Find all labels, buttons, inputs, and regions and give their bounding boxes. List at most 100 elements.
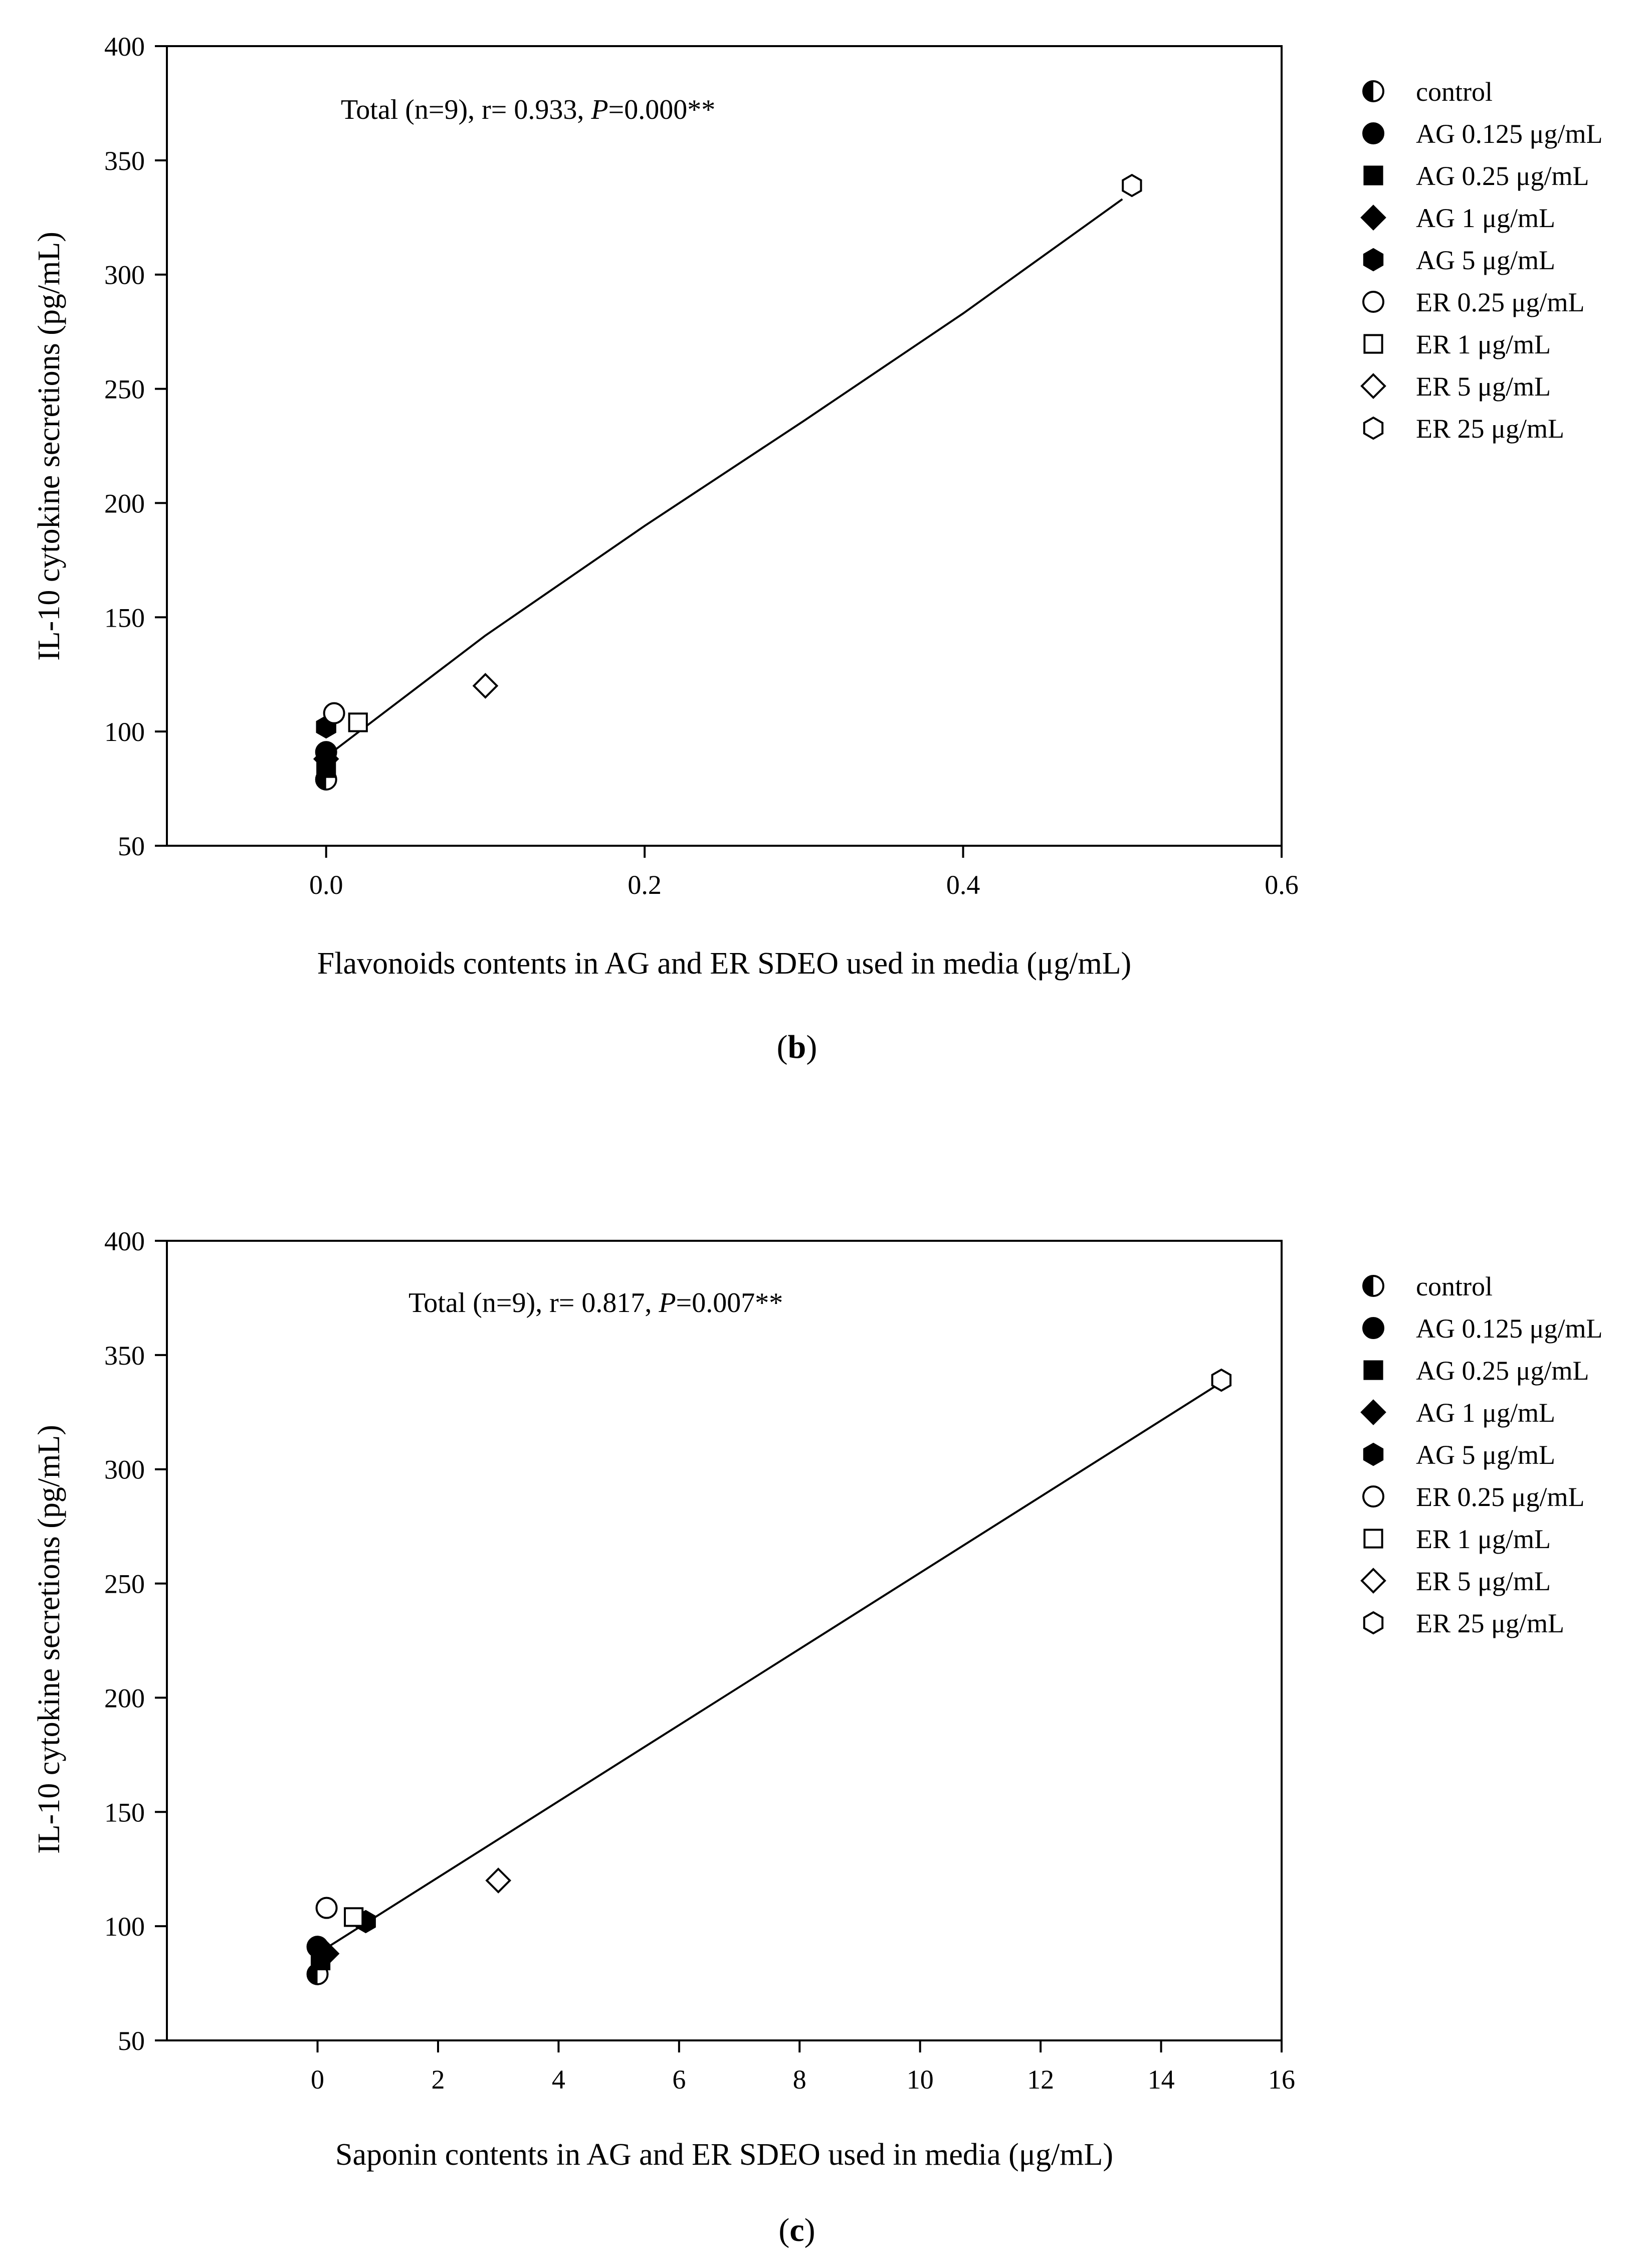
legend-marker <box>1363 1611 1384 1635</box>
x-tick-label: 0.6 <box>1265 870 1299 900</box>
legend-marker <box>1362 1275 1384 1297</box>
legend-item: ER 0.25 μg/mL <box>1362 287 1584 317</box>
y-axis-label: IL-10 cytokine secretions (pg/mL) <box>32 1425 66 1854</box>
x-axis: 0.0 0.2 0.4 0.6 <box>309 846 1299 900</box>
legend: control AG 0.125 μg/mL AG 0.25 μg/mL AG 1 μ… <box>1360 77 1602 444</box>
legend-marker <box>1362 1317 1384 1339</box>
y-tick-label: 150 <box>104 603 145 633</box>
chart-panel-b: 50 100 150 200 250 300 350 400 0.0 0.2 0.4 0.6 Tot… <box>32 32 1602 1065</box>
legend-marker <box>1362 80 1384 102</box>
legend-label: AG 1 μg/mL <box>1416 203 1555 233</box>
panel-label: (c) <box>778 2212 815 2248</box>
legend-item: AG 0.25 μg/mL <box>1363 161 1589 191</box>
legend-marker <box>1362 122 1384 144</box>
data-point <box>1122 173 1142 198</box>
legend-marker <box>1363 334 1383 354</box>
legend-marker <box>1363 1360 1383 1380</box>
legend-label: ER 25 μg/mL <box>1416 414 1564 444</box>
data-point <box>1211 1368 1231 1392</box>
legend: control AG 0.125 μg/mL AG 0.25 μg/mL AG 1 μ… <box>1360 1271 1602 1638</box>
legend-label: AG 1 μg/mL <box>1416 1398 1555 1428</box>
y-tick-label: 150 <box>104 1797 145 1827</box>
x-tick-label: 0.0 <box>309 870 343 900</box>
x-tick-label: 0 <box>311 2064 324 2095</box>
fit-curve <box>325 198 1123 758</box>
data-point <box>323 702 345 724</box>
y-tick-label: 300 <box>104 260 145 290</box>
legend-marker <box>1363 1529 1383 1549</box>
correlation-annotation: Total (n=9), r= 0.817, P=0.007** <box>408 1287 783 1319</box>
x-axis-label: Flavonoids contents in AG and ER SDEO us… <box>317 947 1131 981</box>
x-tick-label: 12 <box>1027 2064 1054 2095</box>
legend-label: AG 0.125 μg/mL <box>1416 1313 1602 1344</box>
legend-marker <box>1362 291 1384 313</box>
fit-line <box>317 1381 1222 1955</box>
legend-item: ER 5 μg/mL <box>1360 371 1551 402</box>
x-axis-label: Saponin contents in AG and ER SDEO used … <box>335 2138 1113 2172</box>
chart-panel-c: 50 100 150 200 250 300 350 400 0 2 4 6 8 10 12 14 16 To… <box>32 1226 1602 2248</box>
legend-label: control <box>1416 1271 1493 1301</box>
plot-area <box>166 45 1283 847</box>
legend-marker <box>1362 1485 1384 1508</box>
legend-marker <box>1363 1442 1384 1466</box>
y-tick-label: 200 <box>104 1683 145 1713</box>
legend-label: ER 1 μg/mL <box>1416 1524 1551 1554</box>
data-point <box>344 1907 364 1927</box>
legend-item: ER 0.25 μg/mL <box>1362 1482 1584 1512</box>
legend-marker <box>1360 1568 1386 1594</box>
x-tick-label: 0.2 <box>628 870 662 900</box>
legend-label: AG 5 μg/mL <box>1416 1440 1555 1470</box>
x-tick-label: 4 <box>552 2064 565 2095</box>
legend-item: AG 5 μg/mL <box>1363 1440 1555 1470</box>
legend-item: ER 25 μg/mL <box>1363 414 1564 444</box>
legend-item: control <box>1362 77 1493 107</box>
panel-label: (b) <box>777 1029 817 1065</box>
legend-item: control <box>1362 1271 1493 1301</box>
y-tick-label: 50 <box>118 831 145 861</box>
y-tick-label: 400 <box>104 32 145 62</box>
legend-item: AG 0.125 μg/mL <box>1362 1313 1602 1344</box>
y-tick-label: 100 <box>104 1912 145 1942</box>
y-tick-label: 400 <box>104 1226 145 1256</box>
data-point <box>485 1867 512 1894</box>
data-point <box>313 746 339 772</box>
y-tick-label: 100 <box>104 717 145 747</box>
x-tick-label: 0.4 <box>946 870 980 900</box>
legend-item: AG 0.25 μg/mL <box>1363 1356 1589 1386</box>
legend-item: AG 1 μg/mL <box>1360 203 1555 233</box>
legend-marker <box>1363 248 1384 272</box>
x-tick-label: 8 <box>793 2064 806 2095</box>
legend-label: AG 0.25 μg/mL <box>1416 1356 1589 1386</box>
legend-item: AG 0.125 μg/mL <box>1362 119 1602 149</box>
legend-label: ER 5 μg/mL <box>1416 1566 1551 1596</box>
legend-label: ER 25 μg/mL <box>1416 1608 1564 1638</box>
legend-label: control <box>1416 77 1493 107</box>
data-point <box>313 1941 340 1967</box>
y-tick-label: 350 <box>104 146 145 176</box>
legend-item: AG 5 μg/mL <box>1363 245 1555 275</box>
legend-item: ER 5 μg/mL <box>1360 1566 1551 1596</box>
y-tick-label: 300 <box>104 1455 145 1485</box>
legend-label: AG 0.25 μg/mL <box>1416 161 1589 191</box>
legend-item: ER 1 μg/mL <box>1363 1524 1551 1554</box>
y-tick-label: 50 <box>118 2026 145 2056</box>
x-tick-label: 10 <box>907 2064 934 2095</box>
y-axis: 50 100 150 200 250 300 350 400 <box>104 1226 167 2056</box>
x-tick-label: 14 <box>1148 2064 1175 2095</box>
data-points <box>313 173 1142 791</box>
plot-area <box>166 1240 1283 2041</box>
legend-label: ER 1 μg/mL <box>1416 329 1551 359</box>
legend-item: ER 1 μg/mL <box>1363 329 1551 359</box>
legend-label: ER 5 μg/mL <box>1416 371 1551 402</box>
y-axis-label: IL-10 cytokine secretions (pg/mL) <box>32 232 66 661</box>
legend-label: ER 0.25 μg/mL <box>1416 1482 1584 1512</box>
data-point <box>315 1897 338 1919</box>
legend-marker <box>1363 416 1384 440</box>
x-tick-label: 6 <box>672 2064 686 2095</box>
data-point <box>348 712 368 732</box>
legend-label: AG 5 μg/mL <box>1416 245 1555 275</box>
legend-marker <box>1360 1399 1386 1425</box>
legend-marker <box>1363 165 1383 185</box>
y-tick-label: 250 <box>104 374 145 405</box>
